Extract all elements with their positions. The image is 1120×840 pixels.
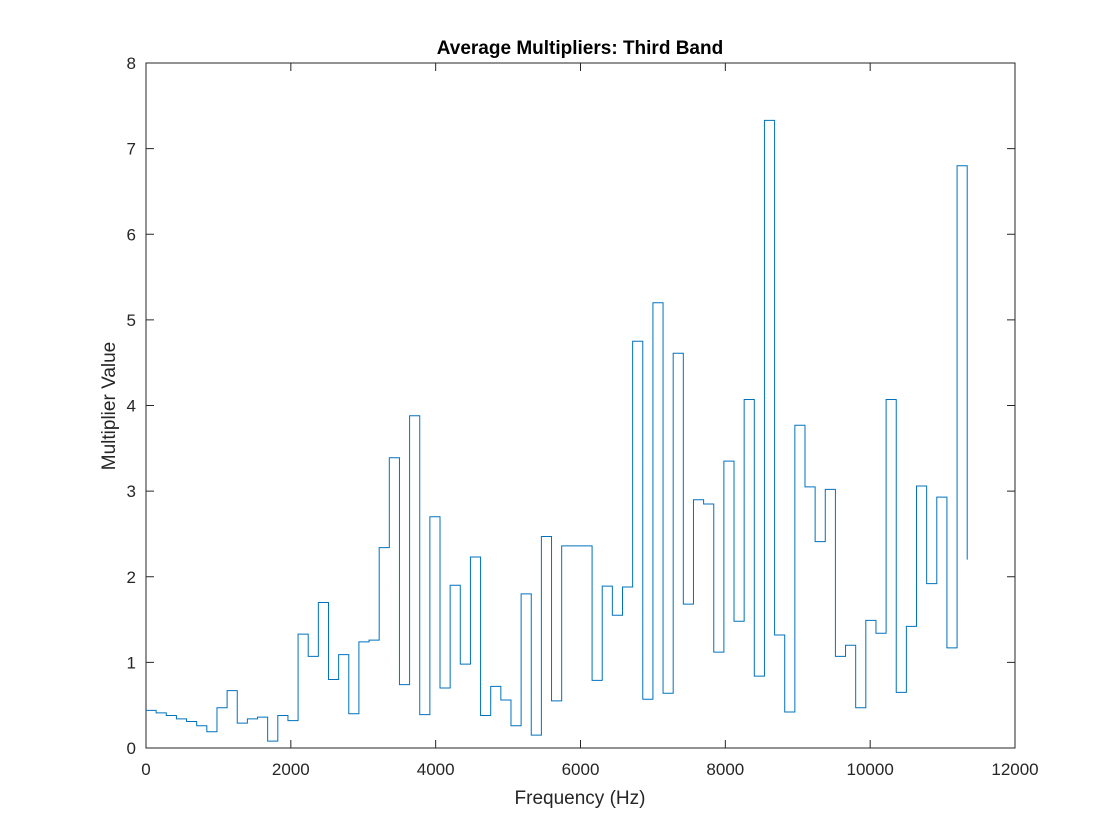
y-tick-label: 4	[127, 397, 136, 416]
x-tick-label: 12000	[991, 760, 1038, 779]
y-tick-label: 2	[127, 568, 136, 587]
y-tick-label: 3	[127, 482, 136, 501]
x-tick-label: 4000	[417, 760, 455, 779]
y-tick-label: 6	[127, 225, 136, 244]
stairs-series-line	[146, 119, 968, 742]
x-tick-label: 2000	[272, 760, 310, 779]
axes	[145, 62, 1016, 749]
chart-title: Average Multipliers: Third Band	[437, 38, 723, 59]
plot-series	[146, 119, 968, 742]
plot-box	[145, 62, 1016, 749]
x-tick-label: 10000	[847, 760, 894, 779]
y-tick-label: 5	[127, 311, 136, 330]
x-tick-label: 6000	[562, 760, 600, 779]
x-tick-label: 0	[141, 760, 150, 779]
y-axis-label: Multiplier Value	[99, 342, 120, 470]
y-tick-label: 8	[127, 54, 136, 73]
tick-labels: 0 2000 4000 6000 8000 10000 12000 0 1 2 3 4 5 6 7 8	[127, 54, 1039, 779]
tick-marks	[145, 62, 1016, 749]
x-axis-label: Frequency (Hz)	[515, 788, 646, 809]
x-tick-label: 8000	[706, 760, 744, 779]
y-tick-label: 7	[127, 140, 136, 159]
y-tick-label: 0	[127, 739, 136, 758]
y-tick-label: 1	[127, 653, 136, 672]
